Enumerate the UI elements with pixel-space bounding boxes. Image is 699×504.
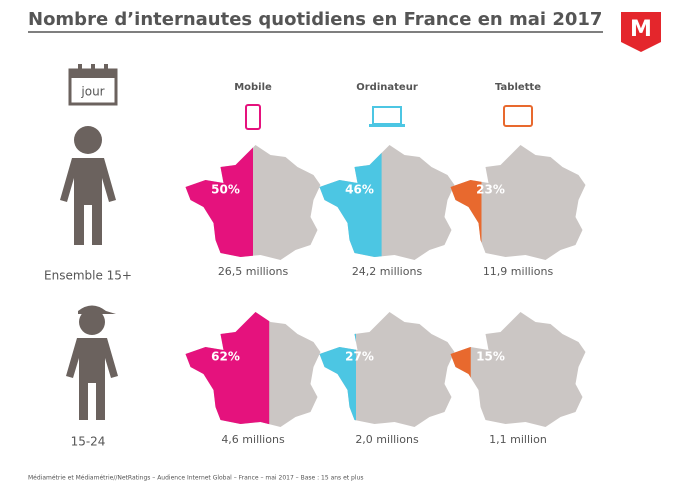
france-map [319, 145, 455, 260]
value-label: 62% [211, 350, 240, 364]
legend-label: Tablette [495, 82, 541, 93]
value-label: 27% [345, 350, 374, 364]
group-label: Ensemble 15+ [44, 269, 132, 283]
chart-title: Nombre d’internautes quotidiens en Franc… [28, 9, 602, 30]
calendar-icon: jour [68, 64, 118, 106]
value-label: 23% [476, 183, 505, 197]
audience-label: 2,0 millions [355, 433, 419, 446]
value-label: 15% [476, 350, 505, 364]
audience-label: 26,5 millions [218, 265, 289, 278]
device-icon [245, 104, 261, 130]
icon-tablet [503, 105, 533, 127]
icon-mobile [245, 104, 261, 130]
audience-label: 4,6 millions [221, 433, 285, 446]
group-label: 15-24 [71, 435, 106, 449]
audience-label: 24,2 millions [352, 265, 423, 278]
icon-screen [372, 106, 402, 125]
value-label: 50% [211, 183, 240, 197]
france-map [185, 312, 321, 427]
person-young [66, 305, 118, 420]
logo-text: M [630, 17, 652, 42]
france-map [450, 145, 586, 260]
logo: M [621, 12, 661, 52]
device-icon [503, 105, 533, 127]
audience-label: 11,9 millions [483, 265, 554, 278]
device-icon [369, 106, 405, 127]
icon-base [369, 124, 405, 127]
legend-label: Mobile [234, 82, 272, 93]
footnote: Médiamétrie et Médiamétrie//NetRatings –… [28, 475, 363, 482]
calendar-label: jour [80, 85, 104, 99]
value-label: 46% [345, 183, 374, 197]
france-map [319, 312, 455, 427]
france-map [185, 145, 321, 260]
person-adult [60, 126, 116, 245]
legend-label: Ordinateur [356, 82, 418, 93]
audience-label: 1,1 million [489, 433, 547, 446]
france-map [450, 312, 586, 427]
